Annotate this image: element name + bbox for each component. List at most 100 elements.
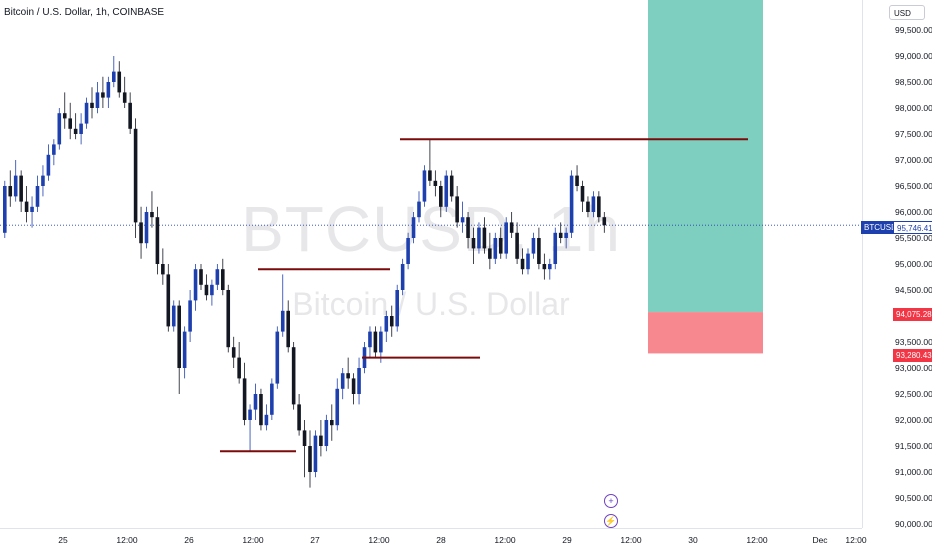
candle-body (488, 248, 492, 259)
candle-body (602, 217, 607, 226)
candle-body (280, 310, 285, 332)
candle-body (275, 331, 280, 384)
symbol-tag: BTCUSD (861, 221, 900, 234)
candle-body (586, 201, 590, 212)
candle-body (340, 373, 345, 389)
candle-body (35, 186, 40, 207)
price-tick-label: 92,500.00 (895, 389, 932, 399)
stop-price-tag: 94,075.28 (893, 308, 932, 321)
candle-body (471, 238, 476, 249)
candle-body (308, 446, 312, 472)
candle-body (291, 347, 296, 405)
candle-body (155, 217, 160, 264)
candle-body (493, 238, 498, 259)
price-axis[interactable]: USD 99,500.00 99,000.00 98,500.00 98,000.00… (861, 0, 932, 529)
candle-body (231, 347, 236, 358)
candle-body (215, 269, 220, 285)
candle-body (597, 196, 601, 218)
candle-body (417, 201, 421, 218)
price-chart[interactable] (0, 0, 862, 528)
candle-body (575, 175, 579, 186)
candle-body (330, 420, 334, 426)
chart-area[interactable]: Bitcoin / U.S. Dollar, 1h, COINBASE BTCU… (0, 0, 862, 528)
candle-body (106, 82, 111, 98)
price-tick-label: 91,500.00 (895, 441, 932, 451)
candle-body (482, 227, 487, 249)
candle-body (531, 238, 536, 254)
candle-body (580, 186, 585, 202)
candle-body (428, 170, 432, 181)
candle-body (204, 284, 209, 296)
candle-body (95, 92, 100, 108)
time-tick-label: 28 (436, 535, 446, 545)
candle-body (90, 102, 94, 108)
price-tick-label: 90,500.00 (895, 493, 932, 503)
candle-body (389, 316, 394, 327)
price-tick-label: 90,000.00 (895, 519, 932, 529)
price-tick-label: 93,500.00 (895, 337, 932, 347)
price-tick-label: 99,500.00 (895, 25, 932, 35)
candle-body (199, 269, 203, 285)
candle-body (537, 238, 541, 264)
candle-body (569, 175, 574, 233)
current-price-tag: 95,746.41 (893, 221, 932, 234)
time-tick-label: 25 (58, 535, 68, 545)
candle-body (248, 409, 252, 420)
stop-zone (648, 312, 763, 354)
candle-body (226, 290, 231, 348)
candle-body (139, 222, 143, 244)
lightning-icon[interactable]: ⚡ (604, 514, 618, 528)
time-tick-label: 29 (562, 535, 572, 545)
candle-body (286, 310, 290, 348)
candle-body (24, 201, 29, 212)
candle-body (259, 394, 263, 426)
price-tick-label: 92,000.00 (895, 415, 932, 425)
target-zone (648, 0, 763, 313)
candle-body (553, 232, 558, 264)
candle-body (504, 222, 508, 254)
candle-body (460, 217, 465, 223)
time-tick-label: 12:00 (368, 535, 390, 545)
time-tick-label: 12:00 (746, 535, 768, 545)
candle-body (384, 316, 389, 332)
candle-body (19, 175, 23, 202)
candle-body (302, 430, 307, 446)
candle-body (548, 264, 552, 270)
candle-body (542, 264, 547, 270)
candle-body (237, 357, 241, 379)
entry-price-tag: 93,280.43 (893, 349, 932, 362)
price-tick-label: 97,000.00 (895, 155, 932, 165)
time-tick-label: 12:00 (620, 535, 642, 545)
candle-body (68, 118, 72, 129)
price-tick-label: 94,500.00 (895, 285, 932, 295)
candle-body (449, 175, 454, 197)
candle-body (444, 175, 449, 207)
candle-body (177, 305, 181, 368)
candle-body (313, 435, 318, 472)
time-tick-label: 30 (688, 535, 698, 545)
candle-body (455, 196, 459, 223)
price-tick-label: 95,500.00 (895, 233, 932, 243)
candle-body (395, 290, 399, 327)
candle-body (221, 269, 225, 290)
candle-body (52, 144, 56, 155)
candle-body (161, 264, 165, 275)
candle-body (188, 300, 192, 332)
currency-selector[interactable]: USD (889, 5, 925, 20)
candle-body (400, 264, 405, 290)
add-alert-icon[interactable]: + (604, 494, 618, 508)
time-axis[interactable]: 25 12:00 26 12:00 27 12:00 28 12:00 29 12:00 30 12:… (0, 528, 867, 551)
candle-body (30, 206, 34, 212)
candle-body (346, 373, 350, 379)
price-tick-label: 91,000.00 (895, 467, 932, 477)
candle-body (270, 383, 274, 415)
watermark-name: Bitcoin / U.S. Dollar (292, 286, 570, 322)
chart-title: Bitcoin / U.S. Dollar, 1h, COINBASE (4, 7, 165, 18)
price-tick-label: 98,500.00 (895, 77, 932, 87)
time-tick-label: 12:00 (845, 535, 867, 545)
candle-body (439, 186, 443, 207)
time-tick-label: 12:00 (242, 535, 264, 545)
candle-body (379, 331, 383, 353)
candle-body (564, 232, 568, 238)
candle-body (150, 212, 154, 218)
